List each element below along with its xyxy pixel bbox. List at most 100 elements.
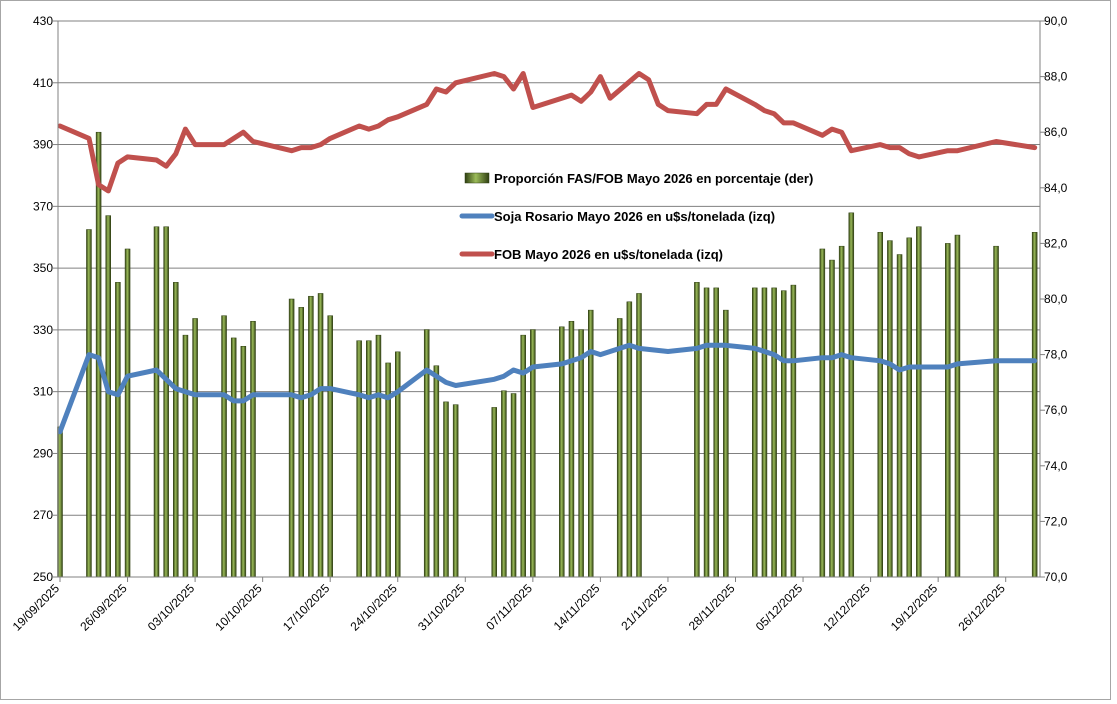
x-tick-label: 03/10/2025 <box>145 581 198 634</box>
legend-label: Soja Rosario Mayo 2026 en u$s/tonelada (… <box>494 209 775 224</box>
bar <box>86 229 92 578</box>
right-tick-label: 70,0 <box>1044 570 1068 584</box>
x-tick-label: 26/09/2025 <box>77 581 130 634</box>
soja-line <box>57 342 1038 435</box>
bar <box>790 284 797 578</box>
bar <box>1031 232 1038 578</box>
bar <box>317 293 324 578</box>
legend-label: Proporción FAS/FOB Mayo 2026 en porcenta… <box>494 171 813 186</box>
right-tick-label: 80,0 <box>1044 292 1068 306</box>
x-tick-label: 26/12/2025 <box>955 581 1008 634</box>
x-tick-label: 21/11/2025 <box>618 581 670 633</box>
left-tick-label: 250 <box>33 570 53 584</box>
bar <box>819 248 826 578</box>
bar <box>694 282 700 578</box>
x-tick-label: 07/11/2025 <box>483 581 535 633</box>
left-tick-label: 350 <box>33 261 53 275</box>
bar <box>443 401 449 578</box>
bar <box>173 282 179 578</box>
bar <box>240 346 247 578</box>
bar <box>375 334 382 578</box>
bar <box>501 390 507 578</box>
bar <box>578 329 584 578</box>
left-tick-label: 430 <box>33 14 53 28</box>
x-tick-label: 28/11/2025 <box>686 581 738 633</box>
right-tick-label: 84,0 <box>1044 181 1068 195</box>
bar <box>192 318 198 578</box>
bar <box>105 215 111 578</box>
legend-label: FOB Mayo 2026 en u$s/tonelada (izq) <box>494 247 723 262</box>
bar <box>877 232 883 578</box>
bar <box>993 245 999 578</box>
left-tick-label: 370 <box>33 199 53 213</box>
bar <box>896 254 903 578</box>
bar <box>327 315 333 578</box>
bar <box>423 329 430 578</box>
line-series <box>57 71 1038 435</box>
x-tick-label: 12/12/2025 <box>820 581 873 634</box>
bar <box>230 337 237 578</box>
x-tick-label: 31/10/2025 <box>415 581 468 634</box>
x-tick-label: 17/10/2025 <box>280 581 333 634</box>
bar <box>916 226 922 578</box>
bar <box>250 320 256 578</box>
bar <box>781 290 787 578</box>
bar <box>298 307 304 578</box>
bar <box>945 243 951 578</box>
bar <box>703 287 710 578</box>
right-tick-label: 74,0 <box>1044 459 1068 473</box>
x-tick-label: 10/10/2025 <box>212 581 265 634</box>
bar <box>221 315 227 578</box>
left-tick-label: 310 <box>33 385 53 399</box>
left-tick-label: 330 <box>33 323 53 337</box>
legend-bar-swatch <box>464 172 490 184</box>
left-tick-label: 390 <box>33 138 53 152</box>
x-tick-label: 19/09/2025 <box>10 581 63 634</box>
bar <box>308 295 314 578</box>
right-tick-label: 90,0 <box>1044 14 1068 28</box>
bar <box>433 365 440 578</box>
right-tick-label: 76,0 <box>1044 403 1068 417</box>
bar <box>452 404 459 578</box>
bar <box>366 340 372 578</box>
bar <box>491 407 497 578</box>
left-tick-label: 290 <box>33 446 53 460</box>
left-tick-label: 410 <box>33 76 53 90</box>
x-tick-label: 14/11/2025 <box>551 581 603 633</box>
bar <box>636 293 642 578</box>
left-tick-label: 270 <box>33 508 53 522</box>
right-tick-label: 88,0 <box>1044 70 1068 84</box>
x-tick-label: 19/12/2025 <box>888 581 941 634</box>
bar <box>115 282 121 578</box>
right-tick-label: 78,0 <box>1044 348 1068 362</box>
bar <box>713 287 719 578</box>
fob-line <box>57 71 1038 194</box>
bar <box>848 212 855 578</box>
bar <box>771 287 777 578</box>
bar <box>163 226 169 578</box>
bar <box>906 237 912 578</box>
bar <box>954 234 961 578</box>
x-tick-label: 24/10/2025 <box>348 581 401 634</box>
bar <box>761 287 768 578</box>
legend: Proporción FAS/FOB Mayo 2026 en porcenta… <box>459 171 813 262</box>
bar <box>182 334 189 578</box>
bar <box>124 248 131 578</box>
bar <box>153 226 160 578</box>
bar <box>723 309 729 578</box>
bar <box>887 240 893 578</box>
bar <box>838 245 845 578</box>
bar <box>356 340 362 578</box>
right-tick-label: 72,0 <box>1044 514 1068 528</box>
bar <box>395 351 401 578</box>
bar <box>616 318 623 578</box>
bar <box>288 298 295 578</box>
right-tick-label: 82,0 <box>1044 236 1068 250</box>
x-tick-label: 05/12/2025 <box>753 581 806 634</box>
bar-series <box>57 131 1038 578</box>
bar <box>752 287 758 578</box>
right-tick-label: 86,0 <box>1044 125 1068 139</box>
bar <box>510 393 517 578</box>
bar <box>829 259 835 578</box>
